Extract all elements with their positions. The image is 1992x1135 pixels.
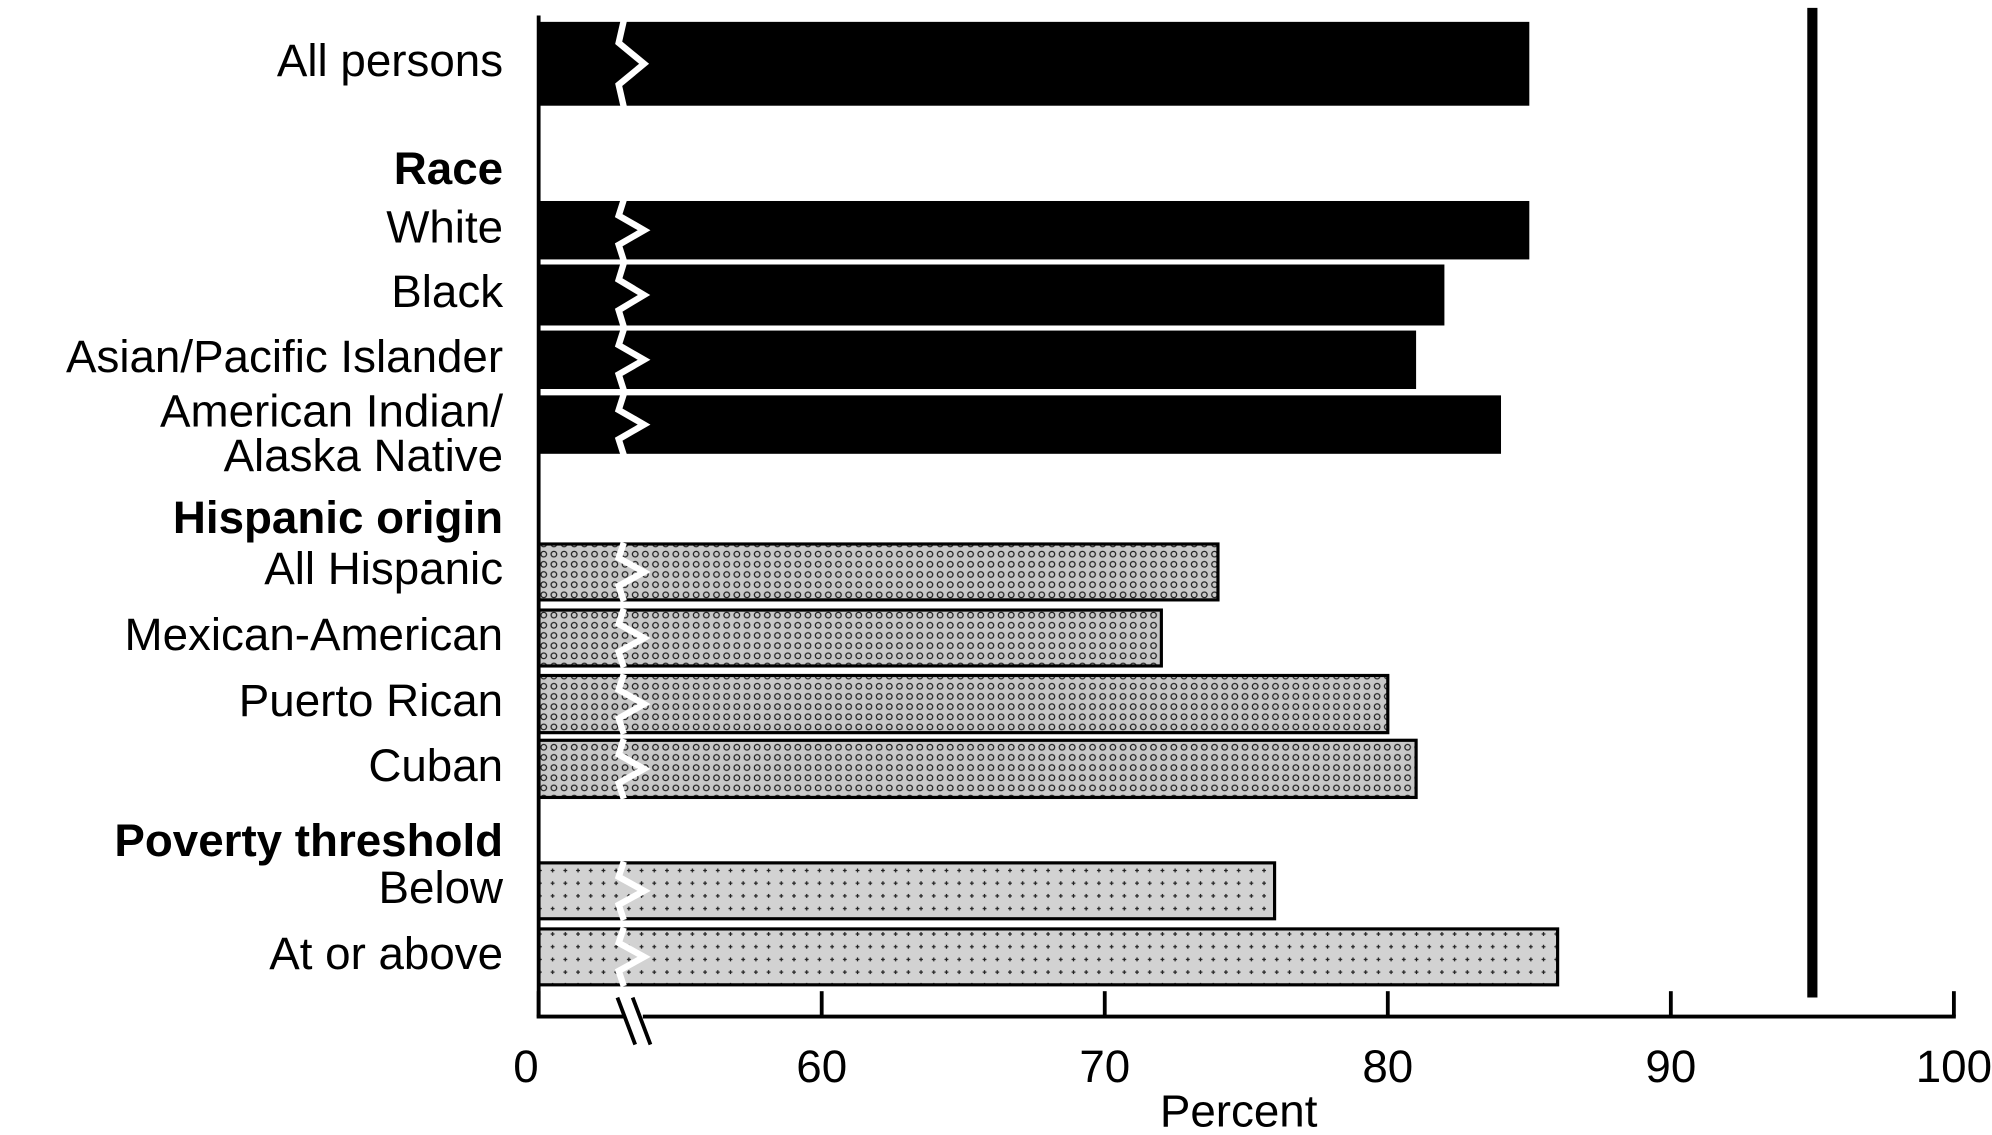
axis-break-gap (625, 1011, 643, 1022)
category-label: Black (391, 266, 503, 317)
category-label: Puerto Rican (239, 675, 503, 726)
category-label: Alaska Native (224, 430, 504, 481)
x-axis-label: Percent (1160, 1085, 1318, 1135)
bar (537, 927, 1560, 987)
category-label: Below (379, 862, 505, 913)
category-label: White (386, 201, 503, 252)
break-mark (614, 738, 651, 800)
break-mark (614, 607, 651, 669)
category-label: American Indian/ (160, 385, 503, 436)
group-header: Poverty threshold (114, 815, 503, 866)
x-tick-label: 80 (1362, 1041, 1413, 1092)
bar (537, 738, 1418, 800)
bar (538, 395, 1502, 454)
category-label: Cuban (368, 740, 503, 791)
category-label: Mexican-American (125, 609, 504, 660)
break-mark (614, 198, 651, 262)
break-mark (614, 541, 651, 603)
axis-break (615, 996, 653, 1046)
break-mark (615, 19, 650, 108)
break-mark (614, 860, 651, 922)
break-mark (614, 673, 651, 735)
x-tick-label: 60 (796, 1041, 847, 1092)
x-tick-label: 70 (1079, 1041, 1130, 1092)
break-mark (614, 926, 651, 988)
category-label: All Hispanic (264, 543, 503, 594)
category-label: Asian/Pacific Islander (66, 331, 503, 382)
bar (538, 330, 1417, 390)
group-header: Hispanic origin (173, 492, 503, 543)
break-mark (614, 393, 651, 457)
break-mark (614, 328, 651, 392)
x-tick-label: 100 (1916, 1041, 1992, 1092)
bar (537, 608, 1163, 668)
break-mark (614, 262, 651, 328)
bar (537, 542, 1220, 602)
bar (538, 264, 1445, 326)
bar (538, 21, 1530, 106)
bar (538, 200, 1530, 260)
group-header: Race (394, 143, 503, 194)
category-label: All persons (277, 35, 503, 86)
category-label: At or above (269, 928, 503, 979)
x-tick-label: 0 (513, 1041, 538, 1092)
x-tick-label: 90 (1645, 1041, 1696, 1092)
bar (537, 673, 1390, 735)
